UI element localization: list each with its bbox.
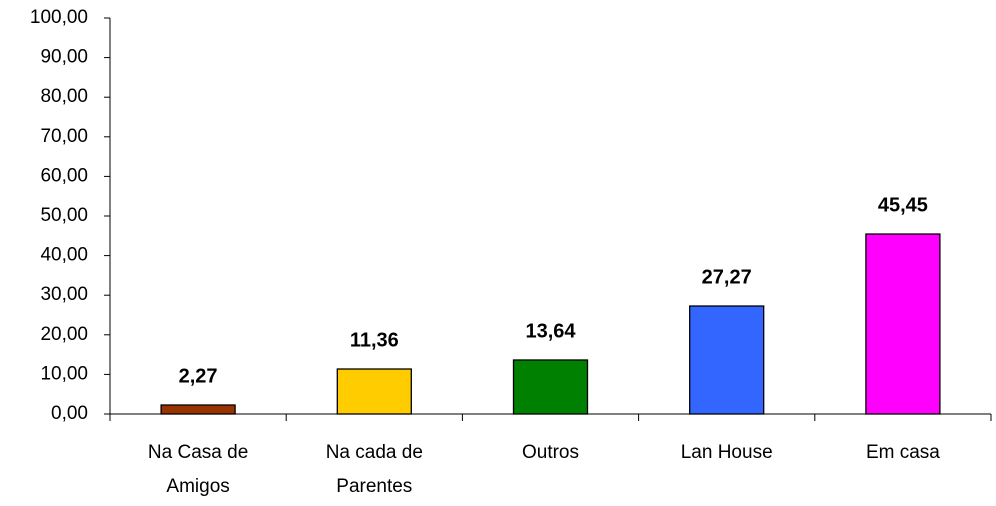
bar — [512, 359, 589, 415]
y-tick-label: 50,00 — [40, 205, 88, 226]
y-tick-label: 0,00 — [51, 403, 88, 424]
x-tick-label: Na Casa de — [148, 442, 248, 463]
y-tick-label: 60,00 — [40, 165, 88, 186]
y-tick-label: 100,00 — [30, 7, 88, 28]
bar — [160, 404, 236, 415]
value-label: 13,64 — [525, 320, 576, 342]
x-tick-label: Em casa — [866, 442, 940, 463]
value-label: 27,27 — [702, 266, 752, 288]
bar — [865, 233, 941, 415]
value-label: 45,45 — [878, 194, 928, 216]
y-tick-label: 10,00 — [40, 363, 88, 384]
y-tick-label: 30,00 — [40, 284, 88, 305]
y-tick-label: 20,00 — [40, 324, 88, 345]
y-tick-label: 40,00 — [40, 245, 88, 266]
x-tick-label: Amigos — [166, 476, 229, 497]
x-tick-label: Outros — [522, 442, 579, 463]
value-label: 2,27 — [179, 365, 218, 387]
value-label: 11,36 — [350, 329, 399, 351]
bar — [336, 368, 412, 415]
bar — [689, 305, 765, 415]
x-tick-label: Parentes — [336, 476, 412, 497]
y-tick-label: 70,00 — [40, 126, 88, 147]
y-tick-label: 80,00 — [40, 86, 88, 107]
x-tick-label: Na cada de — [326, 442, 423, 463]
x-tick-label: Lan House — [681, 442, 773, 463]
y-tick-label: 90,00 — [40, 47, 88, 68]
